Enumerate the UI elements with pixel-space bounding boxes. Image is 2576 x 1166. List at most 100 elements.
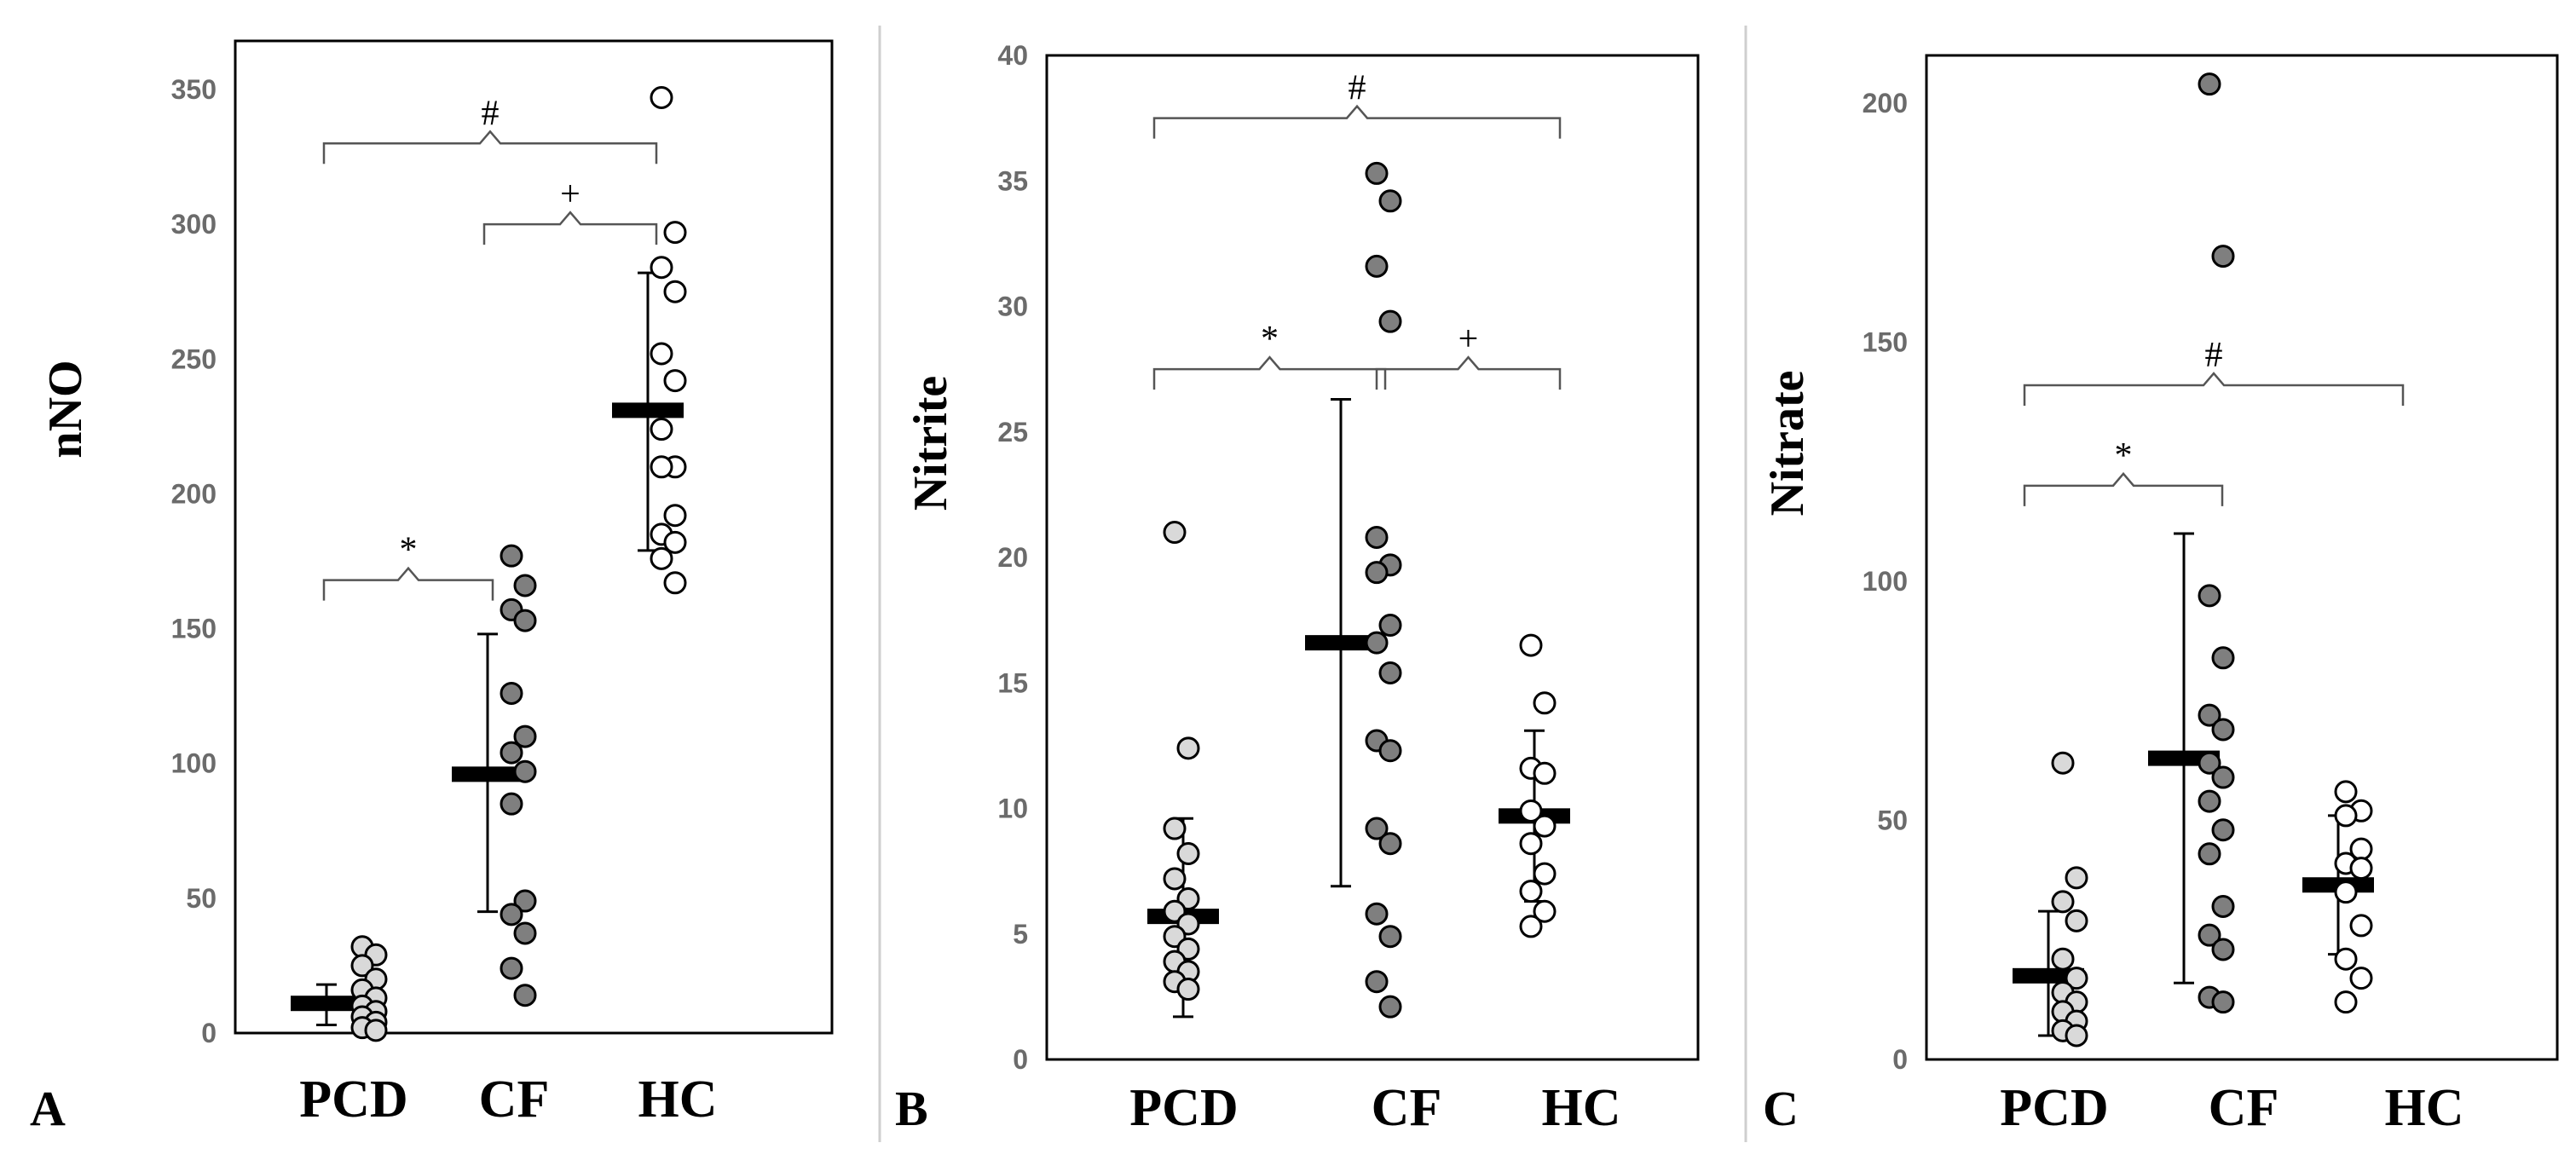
data-point — [1533, 862, 1557, 886]
data-point — [1519, 915, 1543, 938]
data-point — [2051, 890, 2075, 914]
data-point — [2211, 718, 2235, 742]
data-point — [663, 571, 687, 595]
mean-marker — [291, 996, 362, 1012]
panel-label: B — [895, 1081, 928, 1136]
data-point — [650, 342, 673, 366]
y-tick-label: 150 — [1863, 327, 1908, 358]
data-point — [1533, 899, 1557, 923]
significance-brackets: *# — [2023, 336, 2405, 506]
y-axis-label: Nitrite — [904, 376, 957, 511]
data-point — [2211, 894, 2235, 918]
data-point — [1176, 842, 1200, 866]
data-point — [663, 369, 687, 393]
error-bars — [291, 271, 684, 1027]
panel-label: C — [1763, 1081, 1799, 1136]
data-point — [2334, 804, 2358, 828]
data-point — [1378, 832, 1402, 856]
data-point — [663, 221, 687, 245]
mean-marker — [452, 766, 523, 782]
significance-bracket — [322, 130, 658, 165]
data-point — [650, 256, 673, 280]
data-point — [500, 792, 523, 816]
data-point — [350, 954, 374, 978]
data-point — [513, 889, 537, 913]
data-point — [1163, 867, 1187, 891]
y-axis-ticks: 0 5 10 15 20 25 30 35 40 — [997, 40, 1028, 1075]
significance-symbol: * — [1261, 320, 1279, 359]
plot-frame — [1045, 54, 1700, 1061]
data-point — [2211, 646, 2235, 670]
data-point — [2349, 914, 2373, 938]
data-point — [2198, 842, 2221, 866]
data-point — [2211, 818, 2235, 842]
plot-frame — [1925, 54, 2559, 1061]
data-point — [500, 741, 523, 765]
data-point — [2211, 765, 2235, 789]
significance-symbol: # — [2205, 336, 2223, 375]
data-point — [663, 504, 687, 528]
data-point — [513, 724, 537, 748]
data-point — [2051, 751, 2075, 775]
data-point — [2198, 703, 2221, 727]
panel-b: 0 5 10 15 20 25 30 35 40 * + # Nitrite PCD CF HC B — [895, 40, 1700, 1137]
data-point — [1378, 309, 1402, 333]
y-tick-label: 100 — [171, 748, 217, 779]
data-point — [1163, 521, 1187, 545]
data-point — [2198, 923, 2221, 947]
data-point — [1176, 978, 1200, 1001]
significance-symbol: # — [482, 94, 500, 133]
y-tick-label: 250 — [171, 343, 217, 374]
significance-bracket — [322, 566, 494, 601]
significance-symbol: * — [2115, 436, 2133, 476]
data-point — [2051, 947, 2075, 971]
y-tick-label: 0 — [1892, 1044, 1908, 1075]
data-point — [663, 530, 687, 554]
data-point — [500, 956, 523, 980]
data-point — [500, 544, 523, 568]
data-point — [650, 455, 673, 479]
data-point — [1365, 561, 1389, 585]
significance-bracket — [1375, 355, 1562, 390]
data-point — [2065, 909, 2088, 932]
category-label-hc: HC — [638, 1071, 718, 1128]
y-axis-ticks: 0 50 100 150 200 250 300 350 — [171, 74, 217, 1048]
data-point — [1533, 761, 1557, 785]
y-tick-label: 100 — [1863, 566, 1908, 597]
category-label-cf: CF — [1372, 1079, 1442, 1137]
y-axis-label: nNO — [39, 360, 92, 458]
data-point — [1378, 189, 1402, 213]
y-tick-label: 300 — [171, 209, 217, 240]
data-point — [1365, 631, 1389, 655]
y-tick-label: 20 — [997, 542, 1028, 573]
category-label-hc: HC — [2385, 1079, 2464, 1137]
y-axis-ticks: 0 50 100 150 200 — [1863, 88, 1908, 1075]
y-tick-label: 350 — [171, 74, 217, 105]
data-point — [1519, 799, 1543, 823]
data-point — [2065, 866, 2088, 890]
y-tick-label: 5 — [1013, 919, 1028, 950]
data-point — [1378, 739, 1402, 763]
mean-marker — [1305, 635, 1377, 651]
data-point — [2349, 857, 2373, 880]
category-label-cf: CF — [2209, 1079, 2279, 1137]
significance-bracket — [2023, 471, 2224, 506]
significance-bracket — [482, 211, 658, 245]
data-point — [2334, 990, 2358, 1014]
y-tick-label: 30 — [997, 292, 1028, 322]
data-point — [2334, 780, 2358, 804]
y-tick-label: 35 — [997, 165, 1028, 196]
data-point — [1365, 817, 1389, 840]
data-point — [2334, 880, 2358, 904]
y-tick-label: 50 — [1877, 805, 1908, 836]
data-point — [1519, 633, 1543, 657]
significance-symbol: + — [1458, 320, 1479, 359]
significance-symbol: * — [400, 531, 418, 570]
category-label-hc: HC — [1542, 1079, 1621, 1137]
data-point — [650, 85, 673, 109]
data-point — [2198, 72, 2221, 96]
data-point — [1365, 970, 1389, 994]
data-point — [1163, 817, 1187, 840]
